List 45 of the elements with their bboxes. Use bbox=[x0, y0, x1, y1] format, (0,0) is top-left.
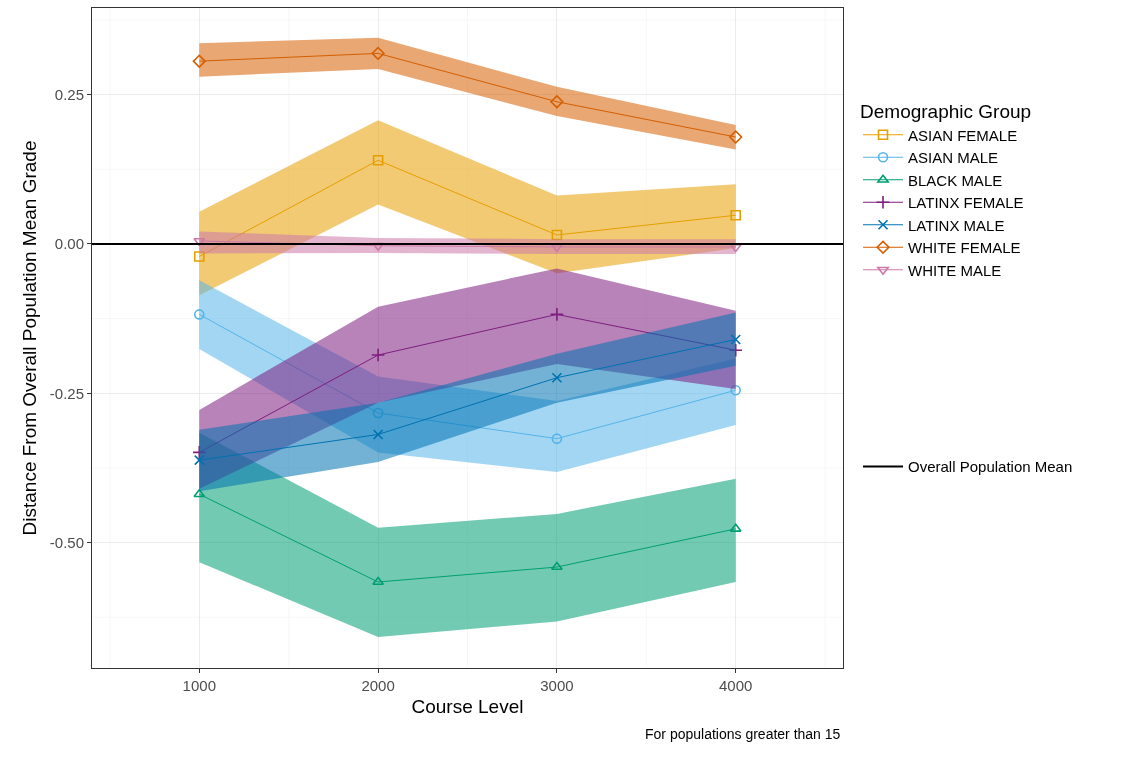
point bbox=[193, 454, 205, 466]
x-tick-label: 3000 bbox=[540, 677, 574, 694]
point bbox=[193, 237, 206, 247]
point bbox=[730, 384, 742, 396]
y-tick-label: -0.25 bbox=[49, 384, 84, 402]
legend-label: WHITE MALE bbox=[908, 261, 1002, 279]
point bbox=[371, 347, 386, 363]
point bbox=[192, 445, 207, 460]
x-tick-label: 4000 bbox=[719, 677, 753, 694]
legend-label: Overall Population Mean bbox=[908, 458, 1073, 476]
point bbox=[728, 343, 743, 358]
point bbox=[551, 433, 563, 444]
point bbox=[372, 576, 385, 586]
legend-label: LATINX MALE bbox=[908, 216, 1005, 234]
point bbox=[193, 251, 205, 262]
legend-label: BLACK MALE bbox=[908, 171, 1003, 189]
legend-label: LATINX FEMALE bbox=[908, 194, 1024, 212]
point bbox=[550, 95, 564, 109]
point bbox=[372, 242, 385, 252]
point bbox=[550, 561, 563, 571]
text: For populations greater than 15 bbox=[645, 726, 841, 742]
point bbox=[730, 209, 742, 221]
point bbox=[549, 307, 564, 322]
point bbox=[729, 130, 743, 144]
point bbox=[193, 309, 205, 320]
legend-label: ASIAN FEMALE bbox=[908, 126, 1018, 144]
x-tick-label: 2000 bbox=[361, 677, 395, 694]
legend-label: WHITE FEMALE bbox=[908, 239, 1021, 257]
point bbox=[372, 429, 384, 440]
y-tick-label: 0.25 bbox=[54, 85, 84, 103]
point bbox=[551, 229, 563, 241]
y-tick-label: -0.50 bbox=[49, 533, 84, 551]
y-axis-title: Distance From Overall Population Mean Grade bbox=[18, 140, 40, 536]
legend-title: Demographic Group bbox=[860, 101, 1032, 123]
point bbox=[371, 46, 385, 61]
point bbox=[192, 54, 206, 68]
y-tick-label: 0.00 bbox=[54, 235, 84, 253]
legend-label: ASIAN MALE bbox=[908, 149, 999, 167]
x-axis-title: Course Level bbox=[411, 695, 524, 717]
point bbox=[372, 407, 384, 419]
point bbox=[372, 155, 384, 166]
point bbox=[551, 372, 563, 384]
point bbox=[193, 488, 206, 498]
x-tick-label: 1000 bbox=[182, 677, 216, 694]
point bbox=[730, 334, 742, 345]
